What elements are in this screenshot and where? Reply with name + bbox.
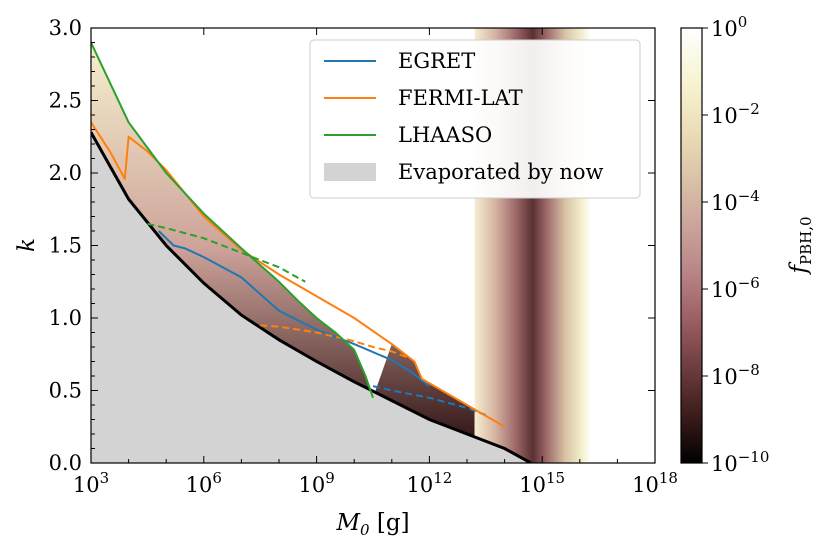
y-tick-label: 1.5: [49, 234, 82, 258]
y-axis: 0.0 0.5 1.0 1.5 2.0 2.5 3.0: [49, 16, 655, 475]
evaporation-boundary-line: [91, 131, 532, 463]
colorbar-label: fPBH,0: [786, 216, 815, 275]
x-tick-label: 109: [298, 469, 334, 497]
legend-label: LHAASO: [398, 123, 492, 147]
colorbar-tick-label: 10−8: [711, 361, 760, 389]
series-line-lhaaso-solid: [91, 42, 374, 399]
x-tick-label: 1015: [519, 469, 565, 497]
colorbar: 100 10−2 10−4 10−6 10−8 10−10 fPBH,0: [680, 13, 815, 476]
x-tick-label: 103: [73, 469, 109, 497]
y-tick-label: 0.0: [49, 451, 82, 475]
series-line-fermi-lat-solid: [91, 121, 506, 428]
y-tick-label: 1.0: [49, 306, 82, 330]
colorbar-frame: [680, 27, 703, 464]
colorbar-tick-label: 10−6: [711, 274, 760, 302]
y-tick-label: 2.5: [49, 89, 82, 113]
series-line-egret-dashed: [372, 385, 487, 417]
series-line-lhaaso-dashed: [147, 222, 306, 283]
x-tick-label: 1012: [406, 469, 452, 497]
legend-swatch: [324, 163, 376, 181]
x-tick-label: 1018: [632, 469, 678, 497]
series-line-fermi-lat-dashed: [260, 324, 411, 360]
x-axis-label: M0 [g]: [335, 510, 409, 539]
y-tick-label: 3.0: [49, 16, 82, 40]
evaporated-region: [91, 132, 531, 463]
x-axis: 103 106 109 1012 1015 1018: [73, 28, 678, 497]
legend-box: [309, 39, 641, 199]
colorbar-gradient: [681, 28, 702, 463]
x-tick-label: 106: [186, 469, 222, 497]
y-tick-label: 0.5: [49, 379, 82, 403]
colorbar-tick-label: 10−4: [711, 187, 760, 215]
legend-label: FERMI-LAT: [398, 86, 523, 110]
y-tick-label: 2.0: [49, 161, 82, 185]
colorbar-tick-label: 100: [711, 13, 747, 41]
legend-label: EGRET: [398, 49, 475, 73]
legend-label: Evaporated by now: [398, 160, 603, 184]
colorbar-tick-label: 10−10: [711, 448, 769, 476]
y-axis-label: k: [14, 238, 40, 252]
colorbar-tick-label: 10−2: [711, 100, 760, 128]
series-layer: [91, 42, 506, 428]
legend: EGRET FERMI-LAT LHAASO Evaporated by now: [309, 39, 641, 199]
series-line-egret-solid: [158, 230, 431, 387]
